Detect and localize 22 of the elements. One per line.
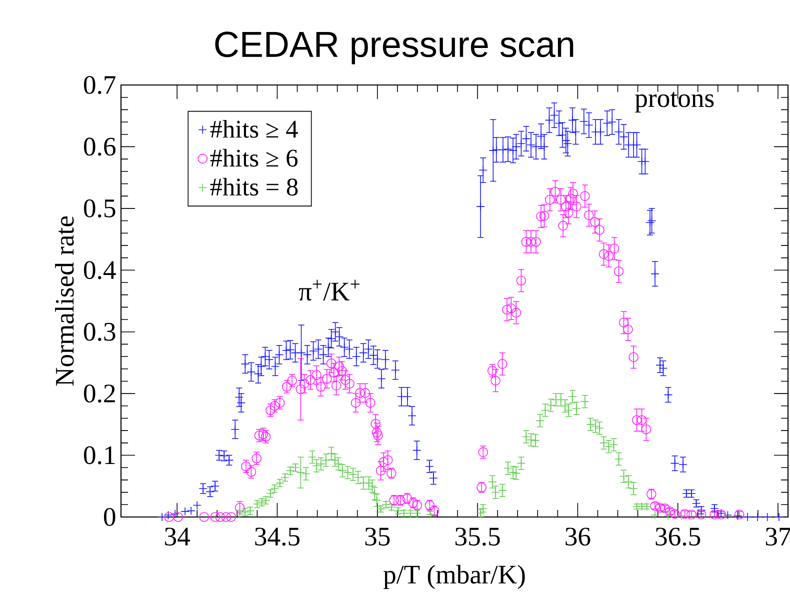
- y-tick-label: 0.2: [84, 384, 115, 403]
- x-tick-label: 36.5: [656, 528, 700, 546]
- legend-label: #hits ≥ 6: [210, 148, 298, 167]
- x-tick-label: 35.5: [455, 528, 500, 546]
- y-tick-label: 0.1: [84, 446, 115, 464]
- x-tick-label: 36: [566, 528, 590, 546]
- y-tick-label: 0.5: [84, 199, 116, 218]
- y-tick-label: 0.3: [84, 322, 116, 341]
- y-tick-label: 0.4: [84, 261, 116, 280]
- x-tick-label: 35: [365, 528, 390, 546]
- annotation: π$^{+}$/K$^{+}$: [298, 280, 360, 301]
- legend-label: #hits = 8: [210, 178, 298, 196]
- x-axis-title: p/T (mbar/K): [383, 564, 525, 590]
- annotation: protons: [635, 92, 714, 113]
- y-tick-label: 0.7: [84, 76, 116, 94]
- y-axis-title: Normalised rate: [55, 216, 74, 386]
- x-tick-label: 34.5: [255, 528, 300, 546]
- y-tick-label: 0.6: [84, 138, 116, 156]
- y-tick-label: 0: [104, 508, 116, 526]
- x-tick-label: 34: [165, 528, 190, 546]
- legend-label: #hits ≥ 4: [210, 120, 298, 138]
- chart-title: CEDAR pressure scan: [215, 32, 574, 64]
